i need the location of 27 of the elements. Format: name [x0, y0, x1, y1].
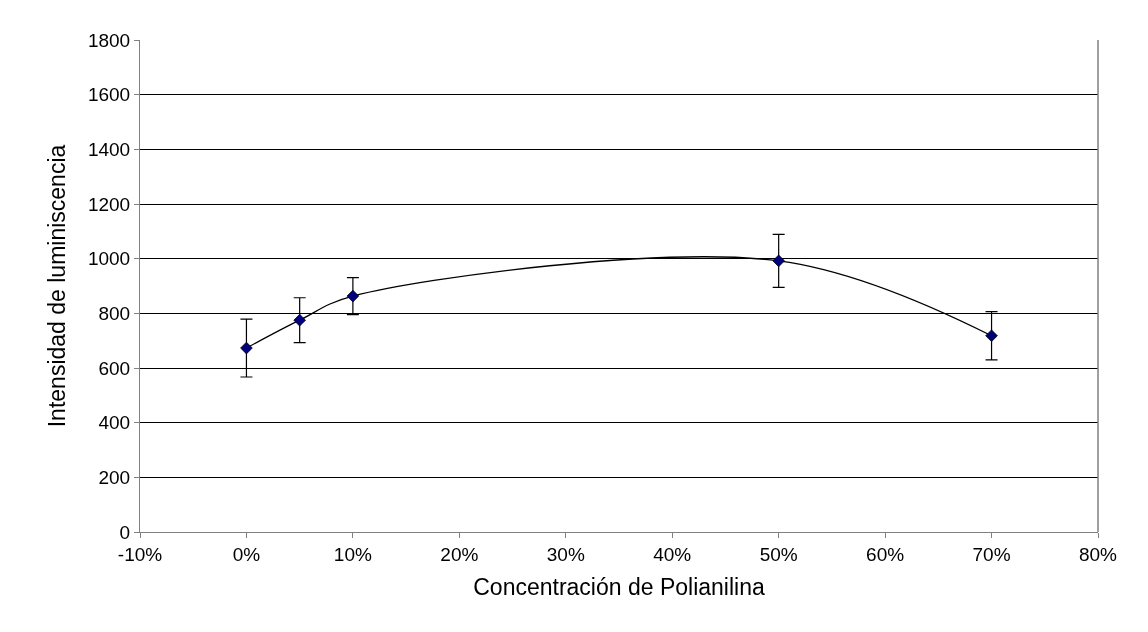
- y-tick-label: 1000: [87, 248, 131, 270]
- point: [240, 341, 253, 355]
- point: [772, 254, 785, 268]
- point: [346, 289, 360, 303]
- y-tick-label: 1200: [87, 193, 131, 215]
- x-axis-title: Concentración de Polianilina: [473, 574, 765, 601]
- x-tick-label: 30%: [546, 543, 585, 565]
- x-tick-label: -10%: [117, 543, 163, 565]
- point: [293, 313, 306, 327]
- y-tick-label: 0: [119, 521, 131, 543]
- x-tick-label: 50%: [759, 543, 798, 565]
- y-tick-label: 200: [98, 466, 131, 488]
- x-tick-label: 80%: [1078, 543, 1118, 565]
- y-tick-label: 1600: [87, 84, 131, 106]
- x-tick-label: 70%: [972, 543, 1011, 565]
- x-tick-label: 0%: [232, 543, 261, 565]
- x-tick-label: 60%: [866, 543, 905, 565]
- y-tick-label: 1800: [87, 29, 131, 51]
- x-tick-label: 40%: [653, 543, 692, 565]
- y-axis-title: Intensidad de luminiscencia: [44, 144, 71, 428]
- y-tick-label: 800: [98, 302, 131, 324]
- x-tick-label: 10%: [333, 543, 373, 565]
- point: [985, 329, 998, 342]
- y-tick-label: 400: [98, 412, 131, 434]
- y-tick-label: 600: [98, 357, 131, 379]
- x-tick-label: 20%: [440, 543, 479, 565]
- y-tick-label: 1400: [87, 138, 131, 160]
